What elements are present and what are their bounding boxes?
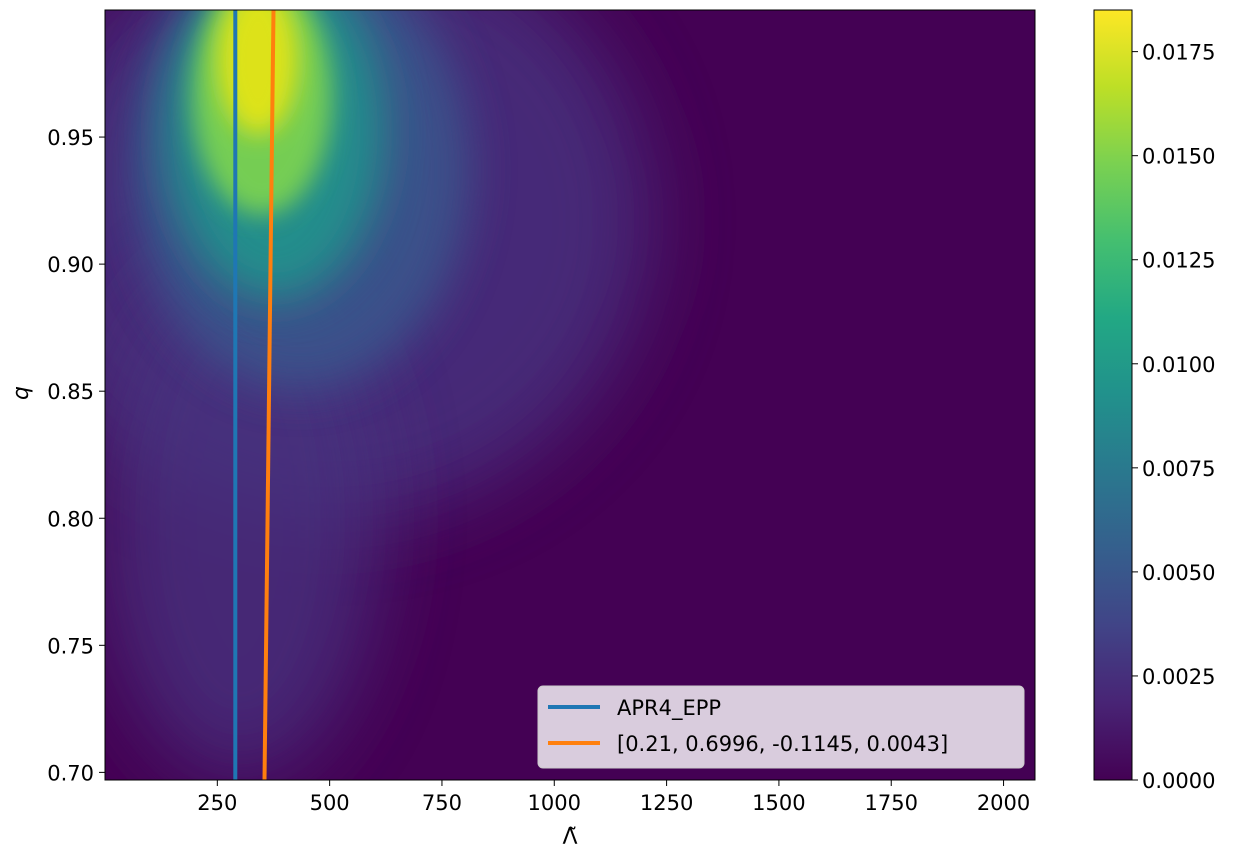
y-tick-label: 0.90: [47, 253, 94, 277]
colorbar-tick-label: 0.0175: [1142, 41, 1215, 65]
x-tick-label: 750: [422, 791, 462, 815]
colorbar-tick-label: 0.0075: [1142, 457, 1215, 481]
colorbar-tick-label: 0.0025: [1142, 665, 1215, 689]
x-tick-label: 1250: [640, 791, 693, 815]
colorbar-tick-label: 0.0100: [1142, 353, 1215, 377]
x-tick-label: 1000: [528, 791, 581, 815]
x-axis-label: Λ̃: [562, 825, 577, 850]
colorbar-tick-label: 0.0125: [1142, 249, 1215, 273]
colorbar-tick-label: 0.0000: [1142, 769, 1215, 793]
legend: APR4_EPP [0.21, 0.6996, -0.1145, 0.0043]: [537, 685, 1025, 769]
y-tick-label: 0.70: [47, 761, 94, 785]
y-tick-label: 0.95: [47, 126, 94, 150]
colorbar: 0.0000 0.0025 0.0050 0.0075 0.0100 0.0125 0.01…: [1093, 9, 1215, 793]
legend-box: [537, 685, 1025, 769]
heatmap-blob-peak: [218, 10, 298, 135]
series-line-1: [262, 10, 276, 780]
colorbar-ticks: 0.0000 0.0025 0.0050 0.0075 0.0100 0.0125 0.01…: [1132, 41, 1215, 793]
series-lines: [233, 10, 276, 780]
plot-frame: [104, 9, 1036, 781]
x-axis-ticks: 250 500 750 1000 1250 1500 1750 2000: [197, 780, 1030, 815]
colorbar-tick-label: 0.0150: [1142, 145, 1215, 169]
y-tick-label: 0.85: [47, 380, 94, 404]
heatmap: [105, 10, 1035, 780]
y-axis-ticks: 0.70 0.75 0.80 0.85 0.90 0.95: [47, 126, 105, 785]
legend-label-fit: [0.21, 0.6996, -0.1145, 0.0043]: [617, 732, 948, 756]
x-tick-label: 1750: [865, 791, 918, 815]
legend-label-apr4-epp: APR4_EPP: [617, 696, 721, 721]
x-tick-label: 500: [310, 791, 350, 815]
x-tick-label: 1500: [752, 791, 805, 815]
y-axis-label: q: [9, 386, 34, 400]
colorbar-tick-label: 0.0050: [1142, 561, 1215, 585]
x-tick-label: 2000: [977, 791, 1030, 815]
y-tick-label: 0.80: [47, 507, 94, 531]
y-tick-label: 0.75: [47, 634, 94, 658]
x-tick-label: 250: [197, 791, 237, 815]
heatmap-blob-mid-low: [105, 260, 380, 780]
colorbar-gradient: [1093, 9, 1133, 781]
